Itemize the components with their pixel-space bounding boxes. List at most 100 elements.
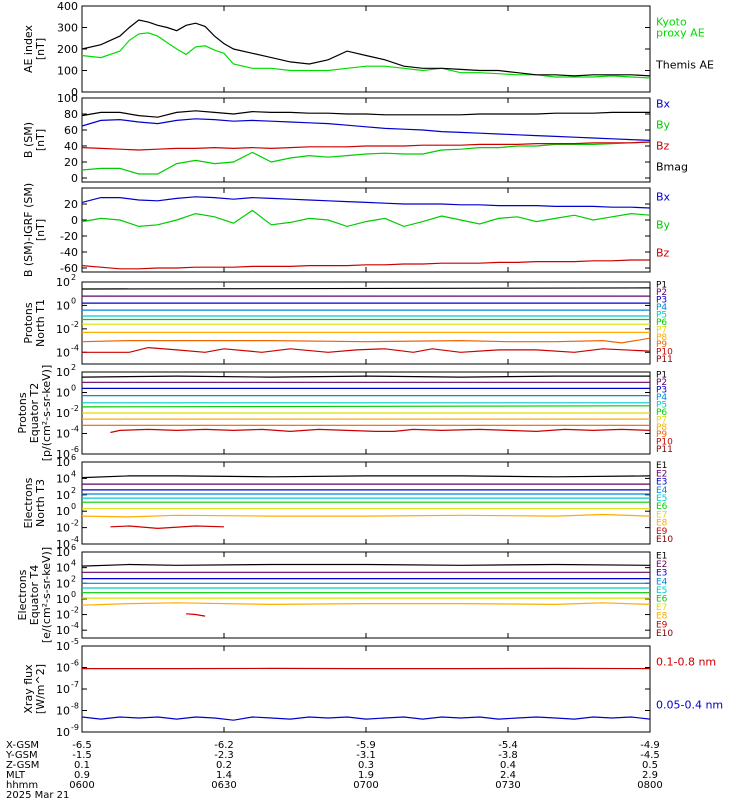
legend-entry: E9 [656, 527, 668, 537]
panel-frame [81, 5, 651, 93]
series-line-p9 [81, 337, 651, 344]
legend-entry: P10 [656, 438, 673, 448]
legend-entry: P1 [656, 281, 667, 291]
y-tick-label: 0 [71, 86, 78, 99]
panel-bigrf: -60 -40 -20 0 20 B (SM)-IGRF (SM) [nT] Bx By Bz [22, 183, 671, 277]
legend-entry: P8 [656, 423, 667, 433]
ephemeris-value: -3.8 [498, 750, 518, 761]
series-line-bmag [81, 110, 650, 118]
panel-frame [81, 187, 651, 273]
legend-entry: Bx [656, 191, 671, 204]
y-tick-label: 20 [64, 156, 78, 169]
legend-entry: P7 [656, 325, 667, 335]
legend-entry: P5 [656, 310, 667, 320]
y-tick-exponent: -9 [71, 723, 79, 732]
series-line-p1 [81, 287, 651, 290]
y-axis-label: Protons [22, 302, 35, 343]
y-tick-exponent: -2 [71, 606, 79, 615]
legend-entry: E9 [656, 620, 668, 630]
ephemeris-value: 0730 [495, 780, 520, 791]
ephemeris-value: 1.9 [358, 770, 374, 781]
y-tick-label: 60 [64, 124, 78, 137]
ephemeris-row-label: X-GSM [6, 740, 39, 751]
legend-entry: P3 [656, 296, 667, 306]
y-tick-label: 10 [56, 346, 70, 359]
y-tick-label: 0 [71, 214, 78, 227]
y-tick-exponent: 2 [71, 273, 76, 282]
y-tick-label: 10 [56, 609, 70, 622]
ephemeris-value: -4.5 [640, 750, 660, 761]
y-tick-label: 300 [57, 22, 78, 35]
y-tick-exponent: -4 [71, 535, 79, 544]
legend-entry: P3 [656, 386, 667, 396]
ephemeris-value: -1.5 [72, 750, 92, 761]
ephemeris-value: 0.3 [358, 760, 374, 771]
y-tick-label: -20 [60, 230, 78, 243]
y-axis-label: North T1 [34, 299, 47, 347]
series-line-bz [81, 141, 651, 151]
legend-entry: E5 [656, 494, 667, 504]
legend-entry: P11 [656, 445, 673, 455]
series-line-themis-ae [81, 19, 651, 77]
ephemeris-value: 0.9 [74, 770, 90, 781]
date-label: 2025 Mar 21 [6, 790, 69, 800]
legend-entry: E8 [656, 519, 668, 529]
series-line-e9 [186, 613, 206, 617]
y-axis-label: B (SM)-IGRF (SM) [22, 183, 35, 277]
ephemeris-value: 2.9 [642, 770, 658, 781]
ephemeris-value: 1.4 [216, 770, 232, 781]
y-tick-label: 400 [57, 0, 78, 13]
series-line-bx [81, 118, 651, 141]
legend-entry: P1 [656, 371, 667, 381]
legend-entry: E1 [656, 551, 667, 561]
y-tick-label: 20 [64, 198, 78, 211]
y-tick-label: 80 [64, 108, 78, 121]
legend-entry: P9 [656, 340, 667, 350]
ephemeris-value: 0.4 [500, 760, 516, 771]
legend-entry: P8 [656, 333, 667, 343]
ephemeris-value: 0.5 [642, 760, 658, 771]
y-tick-exponent: 2 [71, 363, 76, 372]
series-line-p10 [110, 428, 651, 434]
legend-entry: Themis AE [655, 58, 714, 71]
legend-entry: E3 [656, 478, 667, 488]
legend-entry: P9 [656, 430, 667, 440]
y-tick-label: 10 [56, 705, 70, 718]
legend-entry: E5 [656, 586, 667, 596]
y-tick-exponent: -2 [71, 320, 79, 329]
ephemeris-value: -6.2 [214, 740, 234, 751]
y-tick-label: 10 [56, 489, 70, 502]
series-line-by [81, 141, 651, 175]
legend-entry: P6 [656, 318, 667, 328]
ephemeris-value: -5.4 [498, 740, 518, 751]
legend-entry: E10 [656, 629, 673, 639]
y-axis-label: [nT] [34, 219, 47, 241]
panel-bsm: 0 20 40 60 80 100 B (SM) [nT] Bx By Bz Bmag [22, 92, 688, 185]
legend-entry: P10 [656, 348, 673, 358]
legend-entry: P11 [656, 355, 673, 365]
legend-entry: By [656, 118, 671, 131]
legend-entry: E1 [656, 461, 667, 471]
ephemeris-value: 0.2 [216, 760, 232, 771]
ephemeris-value: -4.9 [640, 740, 660, 751]
ephemeris-value: 0700 [353, 780, 378, 791]
y-tick-label: 200 [57, 43, 78, 56]
y-tick-label: 10 [56, 538, 70, 551]
legend-entry: Bz [656, 139, 670, 152]
y-tick-exponent: -7 [71, 680, 79, 689]
y-tick-label: 10 [56, 683, 70, 696]
y-tick-exponent: 0 [71, 296, 76, 305]
y-axis-label: AE index [22, 24, 35, 73]
ephemeris-value: 0630 [211, 780, 236, 791]
y-axis-label: [nT] [34, 38, 47, 60]
series-line-by [81, 209, 651, 228]
legend-entry: P6 [656, 408, 667, 418]
y-tick-exponent: 4 [71, 469, 76, 478]
y-tick-label: -60 [60, 262, 78, 275]
